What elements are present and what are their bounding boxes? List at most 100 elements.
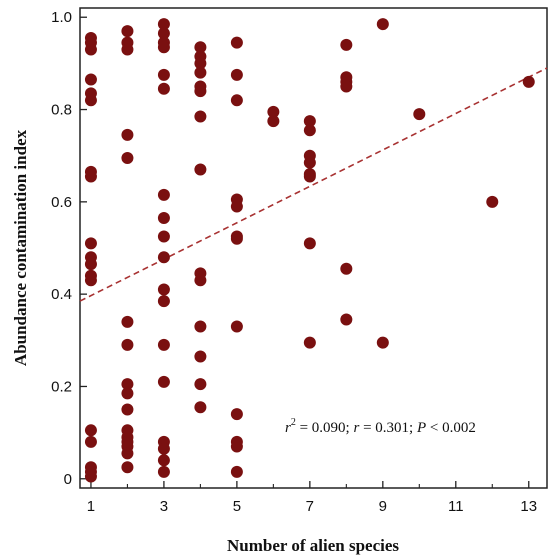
data-point <box>303 124 316 137</box>
data-point <box>340 313 353 326</box>
data-point <box>194 110 207 123</box>
data-point <box>340 38 353 51</box>
data-point <box>157 18 170 31</box>
data-point <box>84 94 97 107</box>
data-point <box>121 152 134 164</box>
data-point <box>522 75 535 88</box>
data-point <box>157 442 170 455</box>
y-tick-label: 0.4 <box>51 286 72 303</box>
data-point <box>121 461 134 474</box>
data-point <box>303 237 316 250</box>
data-point <box>230 408 243 421</box>
data-point <box>303 336 316 349</box>
data-point <box>84 424 97 437</box>
data-point <box>230 320 243 333</box>
data-point <box>194 350 207 363</box>
plot-frame <box>79 7 548 489</box>
y-tick-label: 1.0 <box>51 9 72 26</box>
data-point <box>376 18 389 31</box>
data-point <box>121 447 134 460</box>
data-point <box>230 200 243 213</box>
data-point <box>157 338 170 351</box>
data-point <box>376 336 389 349</box>
x-tick-label: 3 <box>160 498 168 515</box>
data-point <box>84 258 97 271</box>
data-point <box>121 43 134 56</box>
data-point <box>121 128 134 141</box>
data-point <box>84 170 97 183</box>
data-point <box>84 435 97 448</box>
data-point <box>84 73 97 86</box>
data-point <box>194 41 207 54</box>
p-value: < 0.002 <box>426 420 476 436</box>
r2-exponent: 2 <box>291 417 296 428</box>
x-tick-label: 13 <box>520 498 537 515</box>
data-point <box>194 401 207 414</box>
data-point <box>230 68 243 81</box>
data-point <box>194 66 207 79</box>
data-point <box>230 440 243 453</box>
x-axis: 1 3 5 7 9 11 13 <box>87 481 537 515</box>
data-point <box>157 295 170 308</box>
r2-symbol: r <box>285 420 291 436</box>
data-point <box>121 338 134 351</box>
data-point <box>267 105 280 118</box>
data-point <box>157 27 170 40</box>
data-point <box>157 188 170 201</box>
x-tick-label: 11 <box>448 498 464 515</box>
data-point <box>486 195 499 208</box>
y-tick-label: 0.8 <box>51 102 72 119</box>
data-point <box>194 163 207 176</box>
r2-value: = 0.090; <box>296 420 354 436</box>
data-point <box>157 465 170 478</box>
data-point <box>121 403 134 416</box>
data-point <box>157 68 170 81</box>
data-point <box>194 85 207 98</box>
x-tick-label: 1 <box>87 498 95 515</box>
data-point <box>230 465 243 478</box>
data-point <box>194 57 207 70</box>
data-point <box>230 232 243 245</box>
data-point <box>84 274 97 287</box>
data-point <box>84 470 97 483</box>
data-point <box>230 36 243 49</box>
data-point <box>303 115 316 128</box>
data-point <box>121 25 134 38</box>
data-point <box>121 315 134 328</box>
data-point <box>157 230 170 243</box>
y-axis-title: Abundance contamination index <box>11 129 30 366</box>
y-tick-label: 0.2 <box>51 378 72 395</box>
y-tick-label: 0.6 <box>51 194 72 211</box>
x-tick-label: 5 <box>233 498 241 515</box>
data-points <box>84 18 535 483</box>
data-point <box>194 274 207 287</box>
data-point <box>413 108 426 121</box>
y-tick-label: 0 <box>64 471 72 488</box>
x-tick-label: 9 <box>379 498 387 515</box>
trend-line <box>79 67 548 302</box>
data-point <box>303 170 316 183</box>
x-axis-title: Number of alien species <box>227 536 399 555</box>
data-point <box>303 156 316 169</box>
data-point <box>84 237 97 250</box>
data-point <box>340 80 353 93</box>
data-point <box>157 283 170 296</box>
x-tick-label: 7 <box>306 498 314 515</box>
data-point <box>194 320 207 333</box>
r-value: = 0.301; <box>359 420 417 436</box>
data-point <box>157 82 170 95</box>
r-symbol: r <box>353 420 359 436</box>
annotation-stats: r2 = 0.090; r = 0.301; P < 0.002 <box>285 417 476 436</box>
p-symbol: P <box>416 420 426 436</box>
data-point <box>230 94 243 107</box>
data-point <box>84 43 97 56</box>
y-axis: 0 0.2 0.4 0.6 0.8 1.0 <box>51 9 87 488</box>
data-point <box>121 387 134 400</box>
data-point <box>157 41 170 54</box>
data-point <box>267 115 280 128</box>
data-point <box>194 378 207 391</box>
data-point <box>157 251 170 264</box>
data-point <box>121 378 134 391</box>
data-point <box>157 454 170 467</box>
